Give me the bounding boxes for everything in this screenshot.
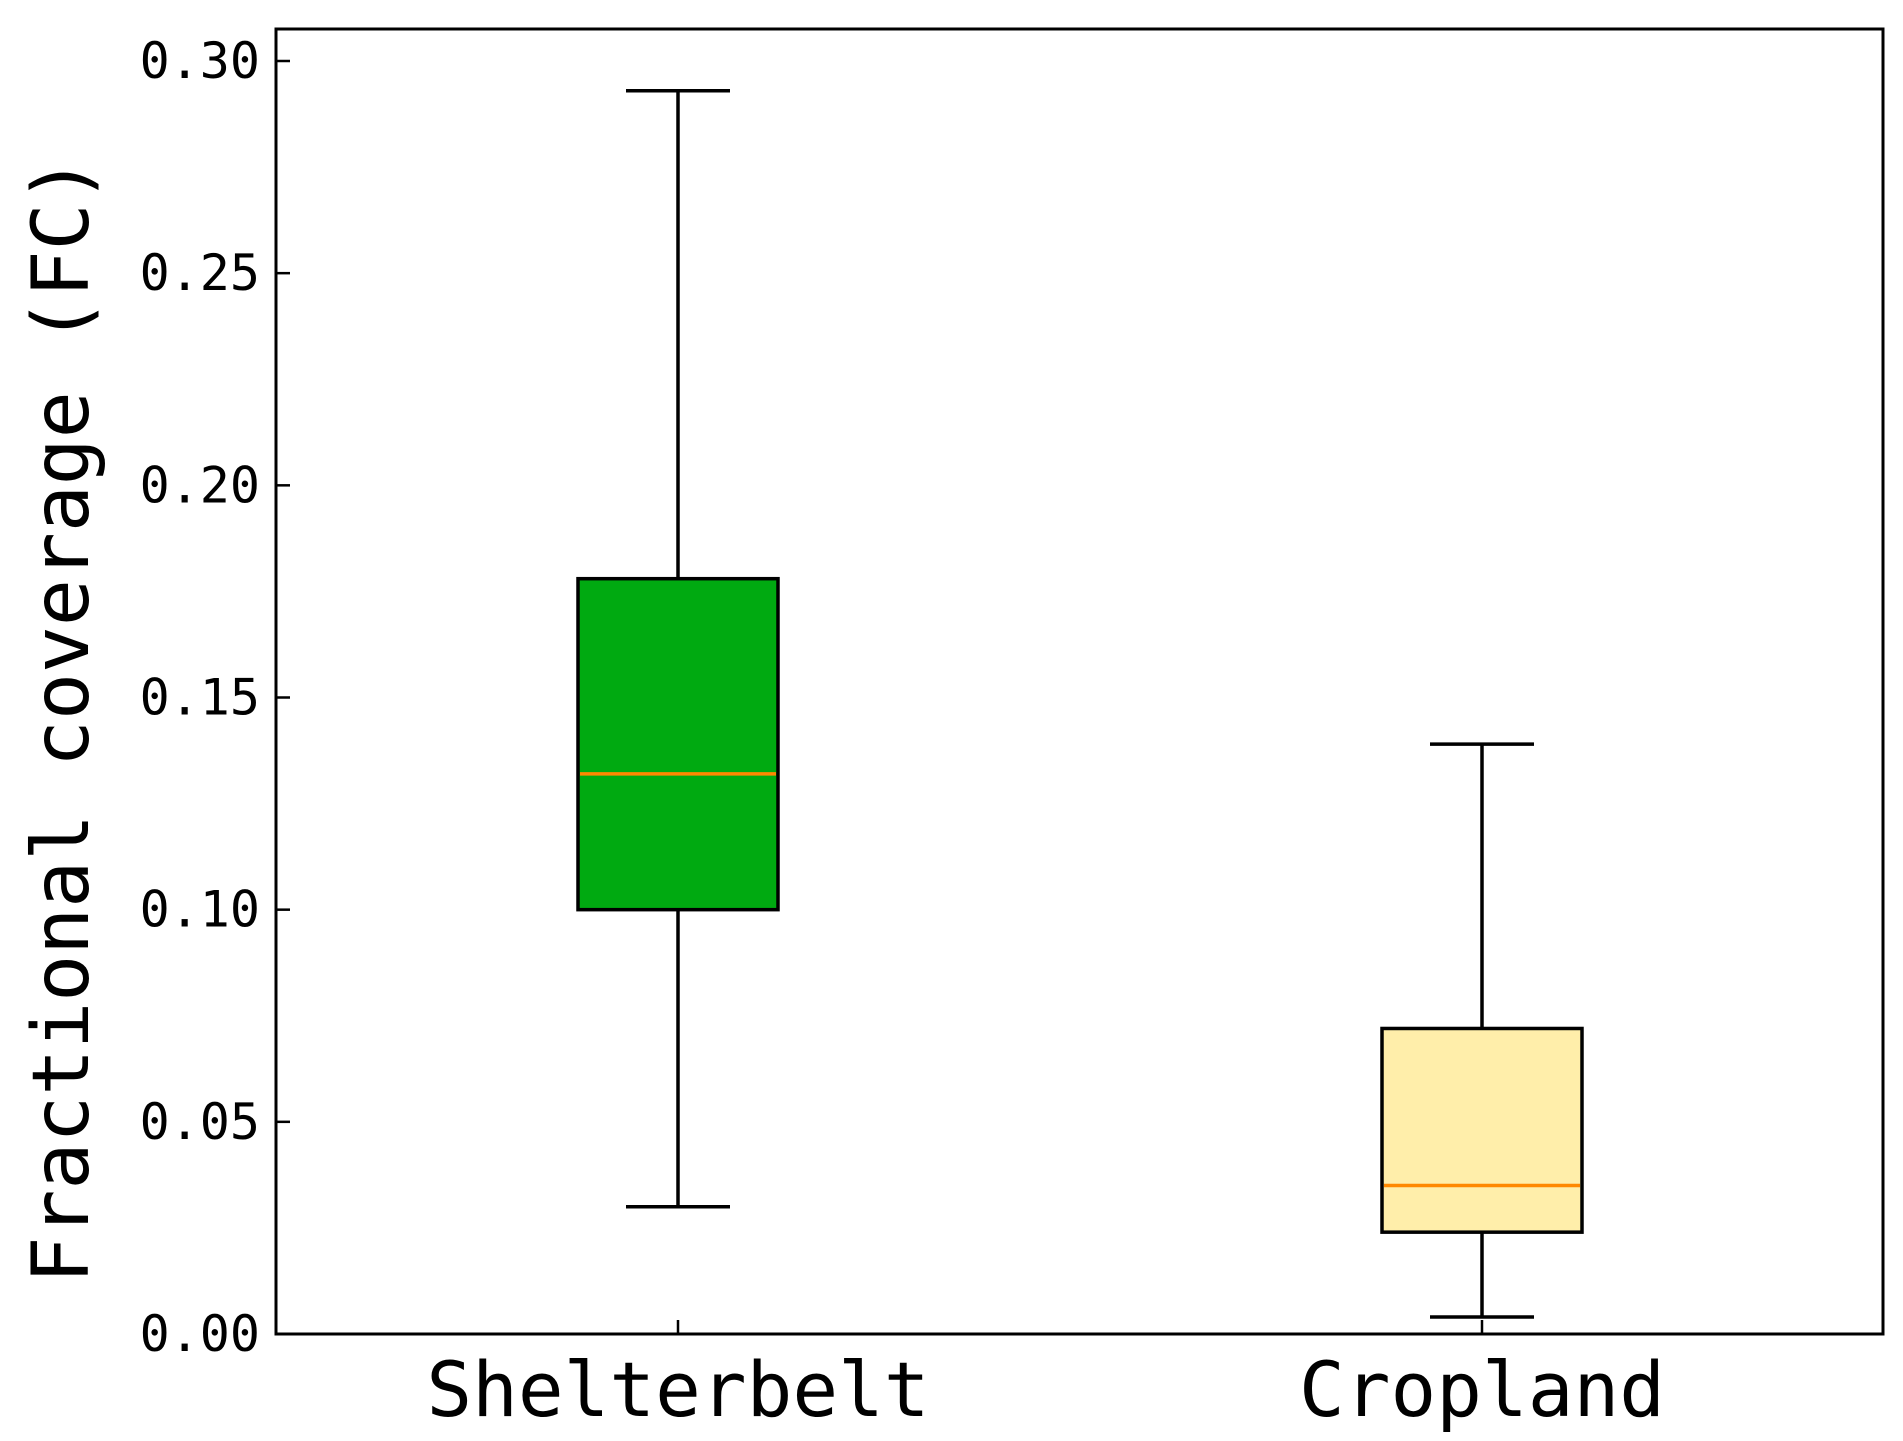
box-shelterbelt xyxy=(576,88,780,1209)
x-axis-ticks: Shelterbelt Cropland xyxy=(426,1320,1665,1434)
y-tick-label: 0.10 xyxy=(140,881,260,939)
box-cropland xyxy=(1380,742,1584,1319)
box-series xyxy=(576,88,1584,1319)
y-tick-label: 0.15 xyxy=(140,669,260,727)
x-category-label: Shelterbelt xyxy=(426,1345,929,1434)
y-tick-label: 0.00 xyxy=(140,1305,260,1363)
y-tick-label: 0.25 xyxy=(140,244,260,302)
plot-frame xyxy=(274,27,1885,1336)
y-axis-title: Fractional coverage (FC) xyxy=(17,156,107,1283)
y-axis-ticks: 0.00 0.05 0.10 0.15 0.20 0.25 0.30 xyxy=(140,32,290,1363)
y-tick-label: 0.05 xyxy=(140,1093,260,1151)
iqr-box xyxy=(576,576,780,912)
y-tick-label: 0.20 xyxy=(140,456,260,514)
iqr-box xyxy=(1380,1026,1584,1234)
y-tick-label: 0.30 xyxy=(140,32,260,90)
x-category-label: Cropland xyxy=(1299,1345,1665,1434)
